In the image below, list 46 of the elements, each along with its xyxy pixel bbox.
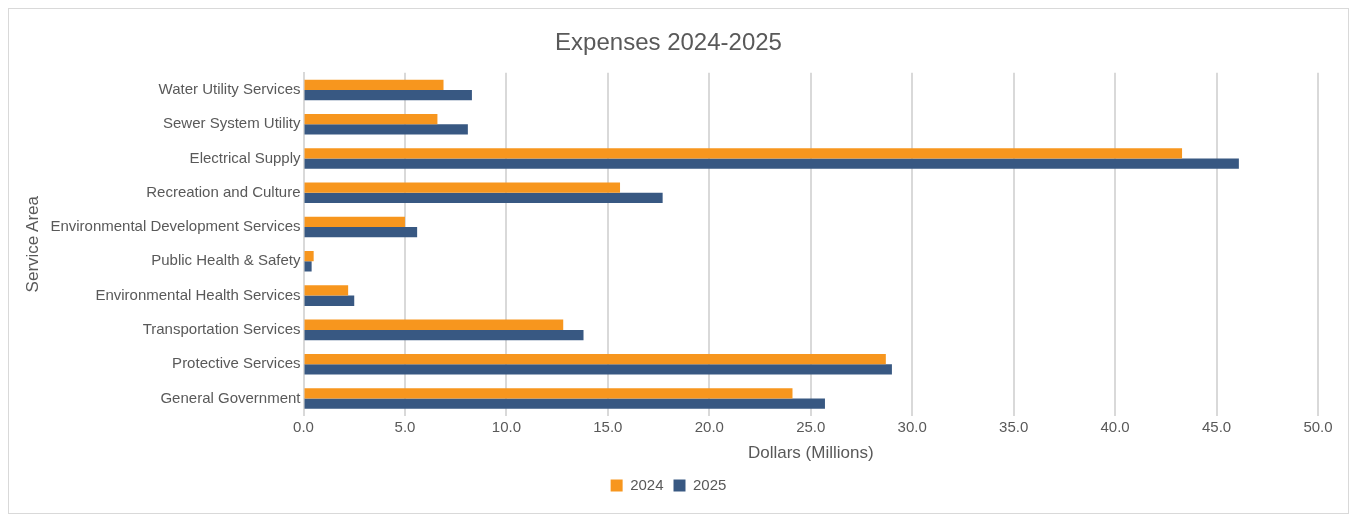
bar (304, 124, 468, 135)
bar (304, 388, 793, 399)
x-tick-label: 15.0 (593, 417, 623, 435)
x-tick-label: 5.0 (394, 417, 416, 435)
x-axis-title: Dollars (Millions) (747, 443, 874, 463)
y-tick-label: Recreation and Culture (146, 182, 301, 200)
bar (304, 148, 1183, 159)
bar (304, 319, 564, 330)
y-tick-label: Environmental Health Services (95, 285, 301, 303)
x-tick-label: 45.0 (1201, 417, 1232, 435)
bar (304, 285, 349, 296)
bar (304, 353, 886, 365)
bar (304, 216, 405, 228)
y-tick-label: Public Health & Safety (151, 251, 302, 269)
x-tick-label: 20.0 (694, 417, 724, 435)
x-tick-label: 10.0 (491, 417, 522, 435)
y-tick-label: General Government (160, 388, 302, 406)
legend-label: 2025 (693, 475, 727, 493)
x-tick-label: 0.0 (293, 417, 314, 435)
bar (304, 89, 472, 101)
bar (304, 182, 621, 193)
bar (304, 113, 438, 125)
bar (304, 364, 892, 375)
bar (304, 158, 1239, 169)
y-tick-label: Transportation Services (142, 320, 301, 338)
y-tick-label: Environmental Development Services (50, 217, 301, 235)
x-tick-label: 35.0 (999, 417, 1029, 435)
y-tick-label: Water Utility Services (158, 80, 301, 98)
bar (304, 227, 418, 238)
bar (304, 261, 312, 272)
x-tick-label: 40.0 (1100, 417, 1130, 435)
bar (304, 192, 663, 204)
y-tick-label: Electrical Supply (189, 148, 302, 166)
bar (304, 398, 825, 409)
y-tick-label: Protective Services (172, 354, 301, 372)
x-tick-label: 50.0 (1303, 417, 1333, 435)
y-tick-label: Sewer System Utility (162, 114, 302, 132)
x-tick-label: 25.0 (796, 417, 826, 435)
y-axis-title: Service Area (22, 195, 42, 293)
bar (304, 329, 584, 341)
bar (304, 251, 314, 262)
chart-title: Expenses 2024-2025 (555, 28, 782, 56)
x-tick-label: 30.0 (897, 417, 927, 435)
legend-label: 2024 (630, 475, 664, 493)
bar (304, 295, 355, 306)
bar (304, 79, 444, 90)
